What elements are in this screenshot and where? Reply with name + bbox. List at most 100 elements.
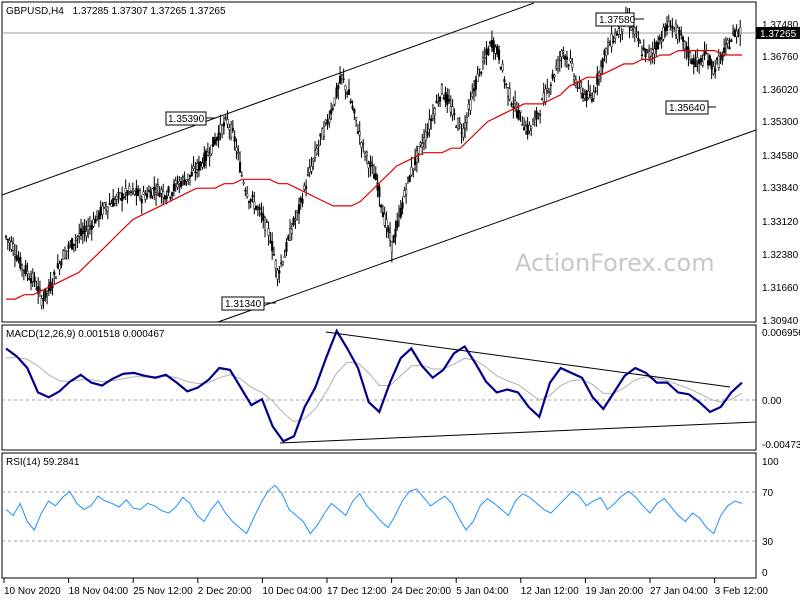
- price-bar: [696, 48, 699, 72]
- price-bar: [81, 222, 84, 244]
- price-bar-body: [249, 198, 252, 202]
- price-bar-body: [247, 201, 251, 204]
- price-bar-body: [556, 59, 560, 70]
- price-bar-body: [240, 175, 243, 177]
- price-bar: [205, 148, 208, 169]
- price-bar-body: [303, 185, 306, 190]
- price-bar: [238, 151, 242, 174]
- price-bar: [240, 171, 243, 178]
- price-bar: [146, 187, 149, 200]
- price-bar: [439, 95, 442, 108]
- price-bar-body: [433, 108, 436, 116]
- price-bar: [399, 200, 402, 220]
- price-bar: [599, 60, 602, 83]
- price-bar: [417, 146, 420, 163]
- price-bar-body: [162, 191, 165, 198]
- price-bar: [339, 66, 342, 85]
- price-y-tick: 1.31660: [762, 283, 799, 294]
- price-panel-title: GBPUSD,H4 1.37285 1.37307 1.37265 1.3726…: [6, 6, 226, 17]
- price-bar-body: [262, 214, 265, 221]
- price-bar: [394, 220, 397, 245]
- price-bars: [4, 6, 742, 310]
- price-bar: [151, 187, 154, 200]
- price-bar-body: [424, 131, 427, 141]
- price-bar: [190, 163, 193, 177]
- price-bar: [97, 210, 100, 228]
- annotation-1: 1.35390: [168, 114, 205, 125]
- price-bar-body: [676, 27, 679, 40]
- price-bar-body: [22, 269, 25, 272]
- price-bar: [283, 249, 286, 259]
- price-bar-body: [442, 97, 445, 100]
- price-bar: [208, 147, 211, 167]
- price-bar-body: [431, 113, 435, 119]
- price-bar-body: [296, 210, 299, 213]
- price-bar-body: [21, 264, 24, 269]
- price-bar: [54, 276, 58, 279]
- macd-y-tick: 0.00: [762, 396, 782, 407]
- price-bar-body: [62, 250, 65, 260]
- price-bar: [431, 103, 435, 122]
- price-bar-body: [140, 198, 143, 204]
- price-bar-body: [178, 180, 181, 184]
- price-bar-body: [121, 192, 124, 202]
- price-bar-body: [739, 27, 742, 36]
- price-bar: [362, 139, 365, 153]
- price-bar: [129, 190, 133, 197]
- price-bar-body: [129, 191, 133, 193]
- price-bar: [483, 47, 486, 65]
- price-bar-body: [321, 128, 324, 140]
- price-bar-body: [308, 167, 311, 173]
- price-bar-body: [19, 256, 22, 269]
- price-bar-body: [694, 61, 697, 68]
- price-bar: [140, 195, 143, 214]
- price-bar-body: [76, 236, 79, 239]
- price-bar: [472, 80, 476, 102]
- channel-upper-line: [1, 2, 535, 196]
- price-bar-body: [53, 271, 56, 276]
- price-bar-body: [419, 142, 422, 146]
- price-bar: [244, 187, 247, 197]
- price-bar-body: [514, 100, 517, 105]
- price-bar: [537, 112, 540, 120]
- price-bar: [501, 60, 504, 73]
- price-bar: [392, 234, 395, 243]
- price-bar-body: [358, 131, 361, 136]
- price-bar-body: [573, 75, 576, 81]
- price-bar-body: [533, 116, 536, 120]
- price-bar-body: [474, 79, 477, 90]
- current-price-box: [756, 27, 800, 39]
- price-bar: [126, 190, 129, 204]
- price-bar-body: [315, 148, 318, 154]
- price-bar-body: [169, 197, 172, 199]
- rsi-y-tick: 30: [762, 537, 774, 548]
- x-tick-label: 24 Dec 20:00: [392, 586, 452, 597]
- price-bar-body: [612, 40, 615, 43]
- price-bar-body: [723, 47, 726, 54]
- price-bar: [451, 98, 454, 122]
- price-bar: [594, 86, 597, 94]
- price-bar: [735, 24, 738, 44]
- price-bar-body: [380, 204, 383, 208]
- price-bar: [565, 50, 568, 69]
- price-bar: [351, 100, 354, 111]
- price-bar-body: [467, 104, 470, 110]
- price-bar-body: [271, 241, 274, 252]
- price-bar: [171, 191, 174, 201]
- price-bar-body: [79, 228, 83, 236]
- price-bar: [192, 156, 195, 172]
- price-bar-body: [106, 206, 109, 212]
- price-bar-body: [74, 239, 77, 242]
- price-bar: [194, 161, 197, 181]
- price-bar-body: [664, 26, 667, 32]
- price-bar: [301, 192, 304, 208]
- price-bar-body: [469, 99, 472, 111]
- price-bar-body: [447, 99, 451, 102]
- price-bar-body: [180, 181, 183, 188]
- price-bar: [76, 235, 79, 249]
- price-bar: [637, 31, 640, 48]
- price-bar: [72, 243, 75, 253]
- price-bar: [153, 176, 156, 200]
- price-bar: [271, 232, 274, 260]
